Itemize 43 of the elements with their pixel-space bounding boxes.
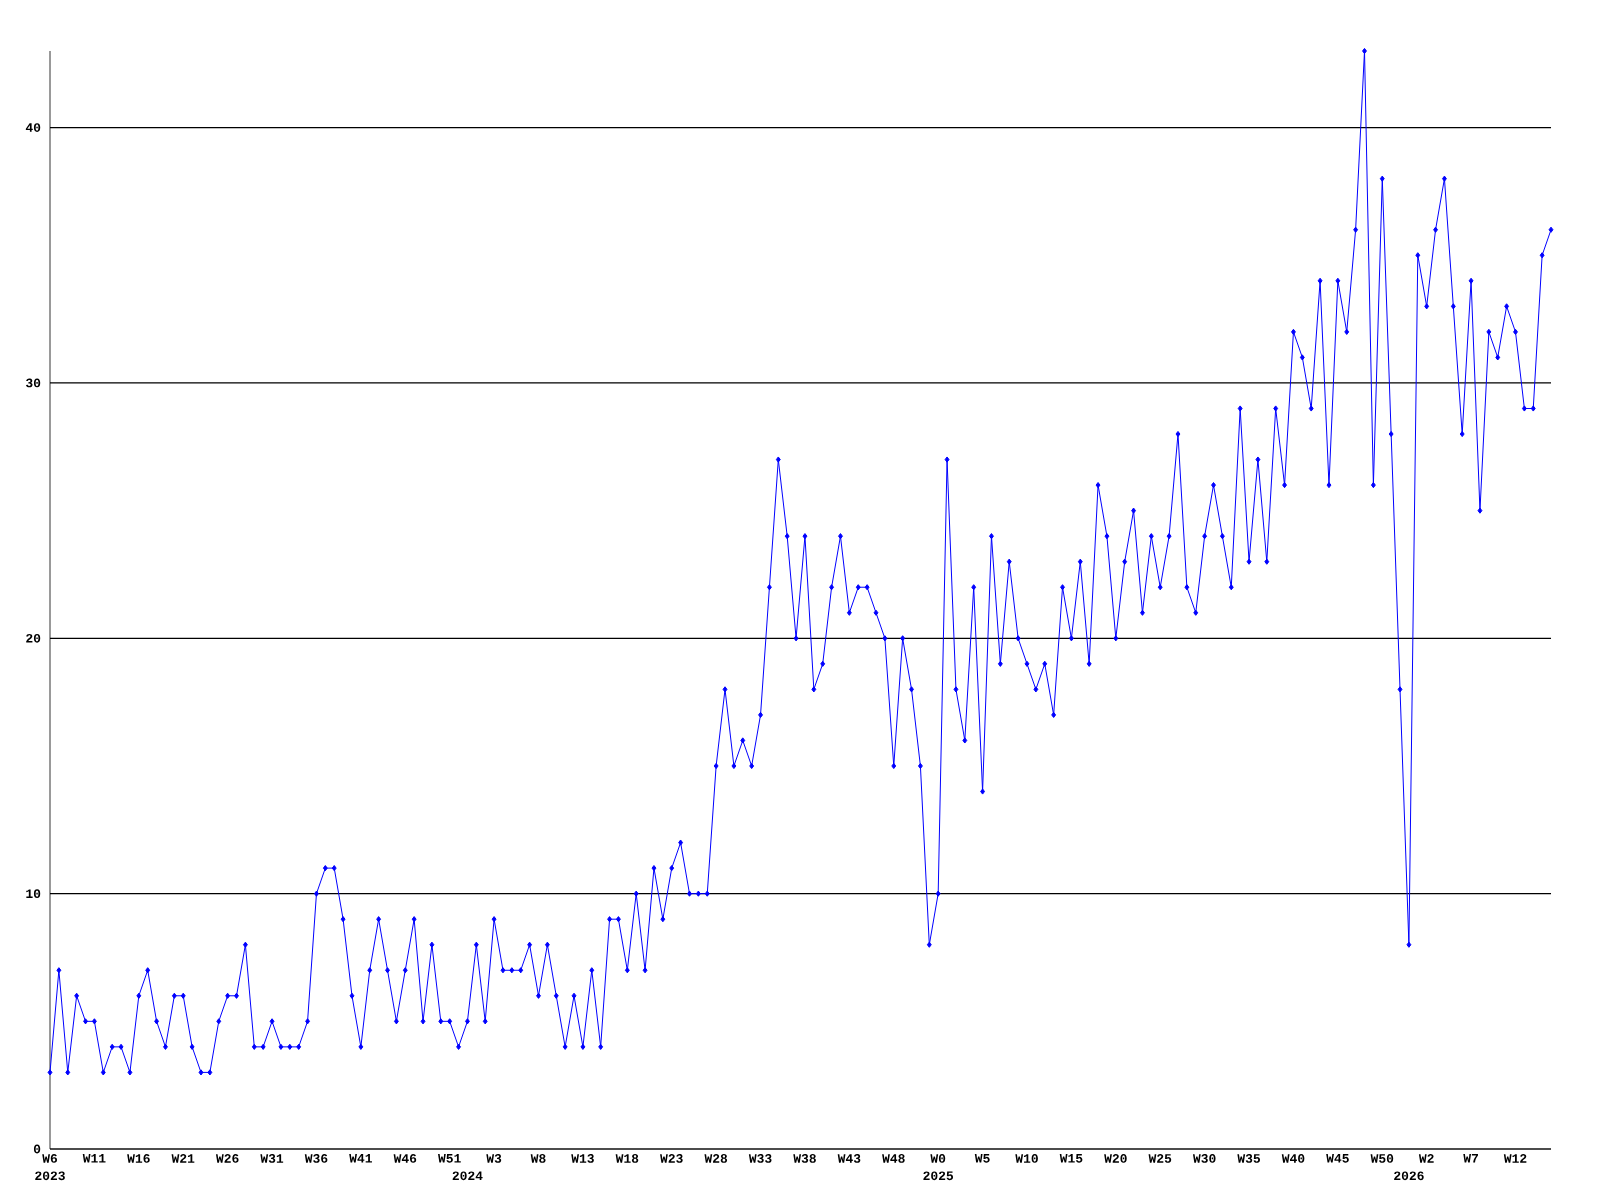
text: 2025 — [923, 1171, 954, 1181]
x-tick-label: W33 — [748, 1154, 772, 1163]
x-tick-label: W31 — [260, 1154, 284, 1163]
x-tick-label: W51 — [438, 1154, 461, 1163]
x-tick-label: W25 — [1148, 1154, 1172, 1163]
x-tick-label: W15 — [1059, 1154, 1083, 1163]
x-tick-label: W7 — [1463, 1154, 1478, 1163]
x-tick-label: W18 — [615, 1154, 639, 1163]
x-tick-label: W21 — [171, 1154, 195, 1163]
x-tick-label: W40 — [1281, 1154, 1305, 1163]
x-tick-label: W48 — [882, 1154, 905, 1163]
x-tick-label: W10 — [1015, 1154, 1038, 1163]
x-tick-label: W20 — [1104, 1154, 1127, 1163]
y-tick-label: 40 — [25, 123, 41, 132]
x-tick-label: W0 — [930, 1154, 946, 1163]
x-tick-label: W8 — [530, 1154, 546, 1163]
x-tick-label: W3 — [486, 1154, 502, 1163]
x-tick-label: W11 — [82, 1154, 106, 1163]
x-tick-label: W23 — [660, 1154, 683, 1163]
x-tick-label: W5 — [974, 1154, 990, 1163]
x-tick-label: W45 — [1326, 1154, 1349, 1163]
x-tick-label: W2 — [1418, 1154, 1434, 1163]
text: 2023 — [35, 1171, 65, 1181]
y-tick-label: 30 — [26, 378, 41, 388]
x-tick-label: W38 — [793, 1154, 816, 1163]
y-tick-label: 0 — [33, 1144, 41, 1154]
x-tick-label: W6 — [42, 1154, 58, 1163]
x-tick-label: W28 — [704, 1154, 728, 1163]
x-tick-label: W30 — [1192, 1154, 1216, 1163]
x-tick-label: W13 — [571, 1154, 594, 1163]
x-tick-label: W36 — [304, 1154, 328, 1163]
x-tick-label: W41 — [349, 1154, 372, 1163]
text: 2024 — [452, 1171, 483, 1181]
x-tick-label: W46 — [393, 1154, 417, 1163]
x-tick-label: W43 — [837, 1154, 861, 1163]
x-tick-label: W35 — [1237, 1154, 1261, 1163]
y-tick-label: 10 — [26, 889, 41, 899]
x-tick-label: W26 — [215, 1154, 239, 1163]
y-tick-label: 20 — [26, 633, 41, 643]
x-tick-label: W50 — [1370, 1154, 1394, 1163]
x-tick-label: W12 — [1503, 1154, 1527, 1163]
text: 2026 — [1394, 1171, 1424, 1181]
x-tick-label: W16 — [127, 1154, 150, 1163]
